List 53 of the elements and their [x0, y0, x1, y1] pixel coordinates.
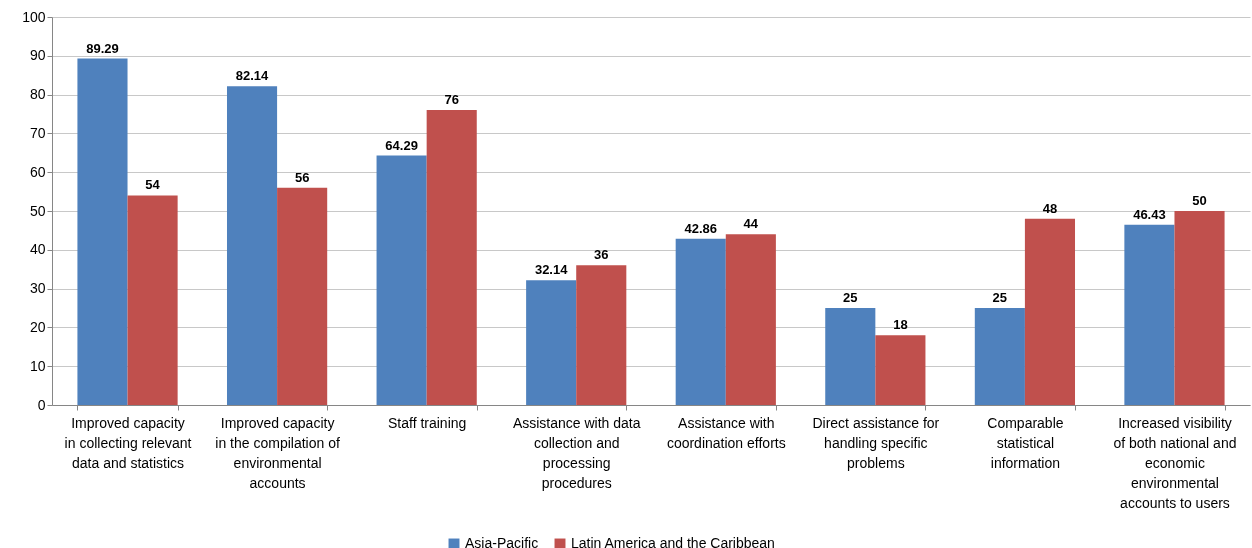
- x-tick-label: Assistance with data collection and processing procedures: [512, 414, 641, 491]
- data-label: 32.14: [534, 262, 569, 278]
- x-tick-label: Improved capacity in collecting relevant data and statistics: [64, 414, 192, 471]
- data-label: 44: [743, 216, 759, 232]
- data-label: 50: [1192, 193, 1207, 208]
- data-label: 82.14: [235, 68, 270, 84]
- x-tick-label: Assistance with coordination efforts: [666, 414, 786, 451]
- y-tick-label: 60: [29, 163, 46, 180]
- y-tick-label: 30: [29, 280, 46, 297]
- data-label: 89.29: [86, 40, 119, 56]
- bar: [1024, 218, 1076, 405]
- data-label: 18: [893, 317, 908, 333]
- bar: [675, 238, 726, 405]
- bar: [526, 280, 577, 405]
- bar: [127, 195, 178, 405]
- data-label: 56: [294, 169, 310, 185]
- y-tick-label: 100: [22, 8, 46, 25]
- data-label: 46.43: [1133, 206, 1166, 222]
- y-tick-label: 70: [29, 124, 46, 141]
- data-label: 54: [145, 177, 161, 193]
- bar: [77, 58, 128, 405]
- bar: [426, 110, 477, 405]
- y-tick-label: 50: [29, 202, 46, 219]
- y-tick-label: 10: [29, 357, 46, 374]
- y-tick-label: 90: [29, 47, 46, 64]
- y-tick-label: 0: [37, 396, 46, 413]
- bar: [974, 308, 1025, 405]
- y-tick-label: 20: [29, 318, 46, 335]
- data-label: 48: [1042, 200, 1058, 216]
- legend-label: Asia-Pacific: [465, 535, 539, 548]
- bar: [1124, 224, 1175, 405]
- x-tick-label: Staff training: [387, 414, 467, 431]
- data-label: 42.86: [684, 220, 717, 236]
- data-label: 25: [843, 290, 858, 305]
- x-tick-label: Improved capacity in the compilation of environmental accounts: [215, 414, 340, 491]
- x-tick-label: Direct assistance for handling specific problems: [812, 414, 940, 471]
- bar: [376, 155, 427, 405]
- data-label: 64.29: [385, 137, 418, 153]
- data-label: 25: [992, 290, 1008, 305]
- y-tick-label: 80: [29, 86, 46, 103]
- data-label: 36: [594, 247, 609, 263]
- data-label: 76: [444, 92, 459, 108]
- bar: [725, 234, 776, 405]
- bar: [277, 187, 328, 405]
- bar: [1174, 211, 1225, 405]
- y-tick-label: 40: [29, 241, 46, 258]
- x-tick-label: Comparable statistical information: [987, 414, 1064, 471]
- x-tick-label: Increased visibility of both national and economic environmental accounts to users: [1113, 414, 1237, 511]
- bar: [875, 335, 926, 405]
- legend-label: Latin America and the Caribbean: [571, 535, 775, 548]
- bar: [226, 86, 278, 405]
- bar: [825, 308, 876, 405]
- bar: [576, 265, 627, 405]
